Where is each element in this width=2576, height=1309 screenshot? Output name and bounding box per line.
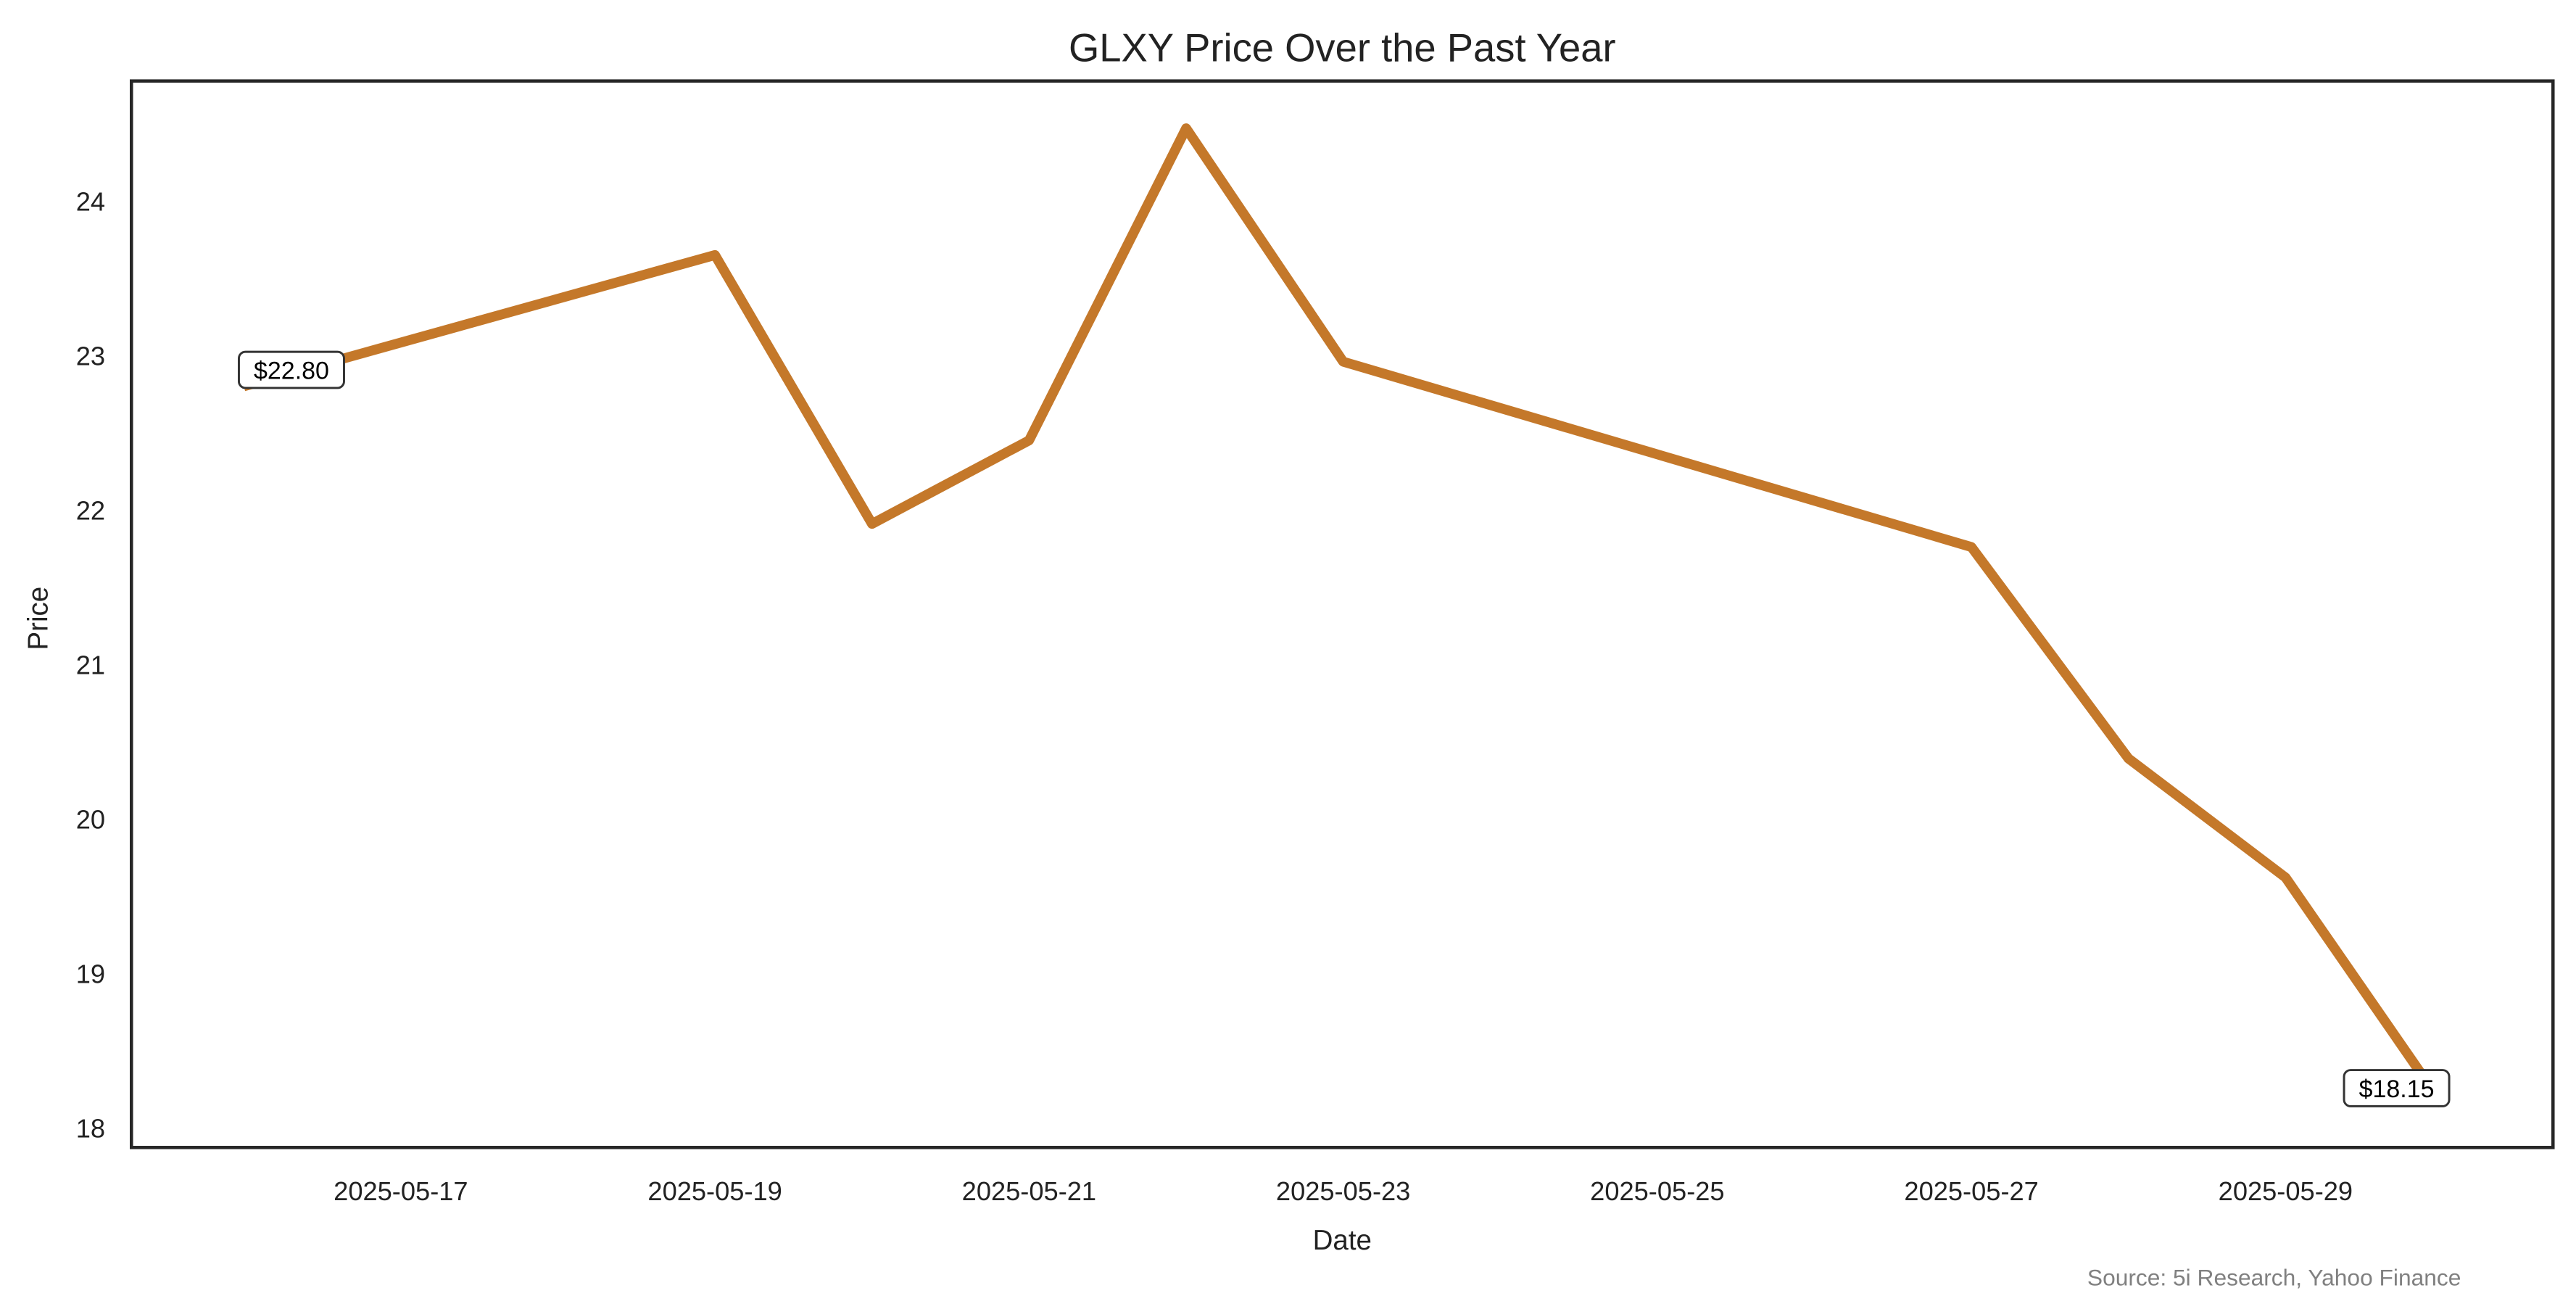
annotation-label: $22.80 bbox=[254, 358, 329, 385]
source-note: Source: 5i Research, Yahoo Finance bbox=[2087, 1265, 2461, 1291]
x-tick-label: 2025-05-17 bbox=[334, 1176, 468, 1206]
y-tick-label: 21 bbox=[76, 651, 105, 680]
chart-title: GLXY Price Over the Past Year bbox=[1069, 25, 1616, 70]
y-tick-label: 20 bbox=[76, 805, 105, 835]
y-axis-label: Price bbox=[23, 587, 54, 651]
x-axis-label: Date bbox=[1313, 1225, 1372, 1256]
y-tick-label: 23 bbox=[76, 342, 105, 371]
annotation-label: $18.15 bbox=[2359, 1075, 2435, 1103]
y-tick-label: 24 bbox=[76, 187, 105, 217]
y-tick-label: 22 bbox=[76, 496, 105, 526]
annotation-box bbox=[2343, 1069, 2451, 1107]
x-tick-label: 2025-05-29 bbox=[2219, 1176, 2353, 1206]
x-tick-label: 2025-05-19 bbox=[647, 1176, 782, 1206]
plot-area: 18 19 20 21 22 23 24 2025-05-17 2025-05-19 2025-0… bbox=[76, 123, 2451, 1206]
x-tick-label: 2025-05-25 bbox=[1590, 1176, 1724, 1206]
price-line bbox=[242, 123, 2447, 1108]
x-tick-label: 2025-05-21 bbox=[962, 1176, 1096, 1206]
x-tick-label: 2025-05-23 bbox=[1276, 1176, 1410, 1206]
y-tick-label: 18 bbox=[76, 1114, 105, 1144]
x-tick-label: 2025-05-27 bbox=[1904, 1176, 2038, 1206]
y-tick-label: 19 bbox=[76, 959, 105, 989]
plot-frame bbox=[130, 79, 2555, 1149]
annotation-box bbox=[237, 350, 345, 389]
